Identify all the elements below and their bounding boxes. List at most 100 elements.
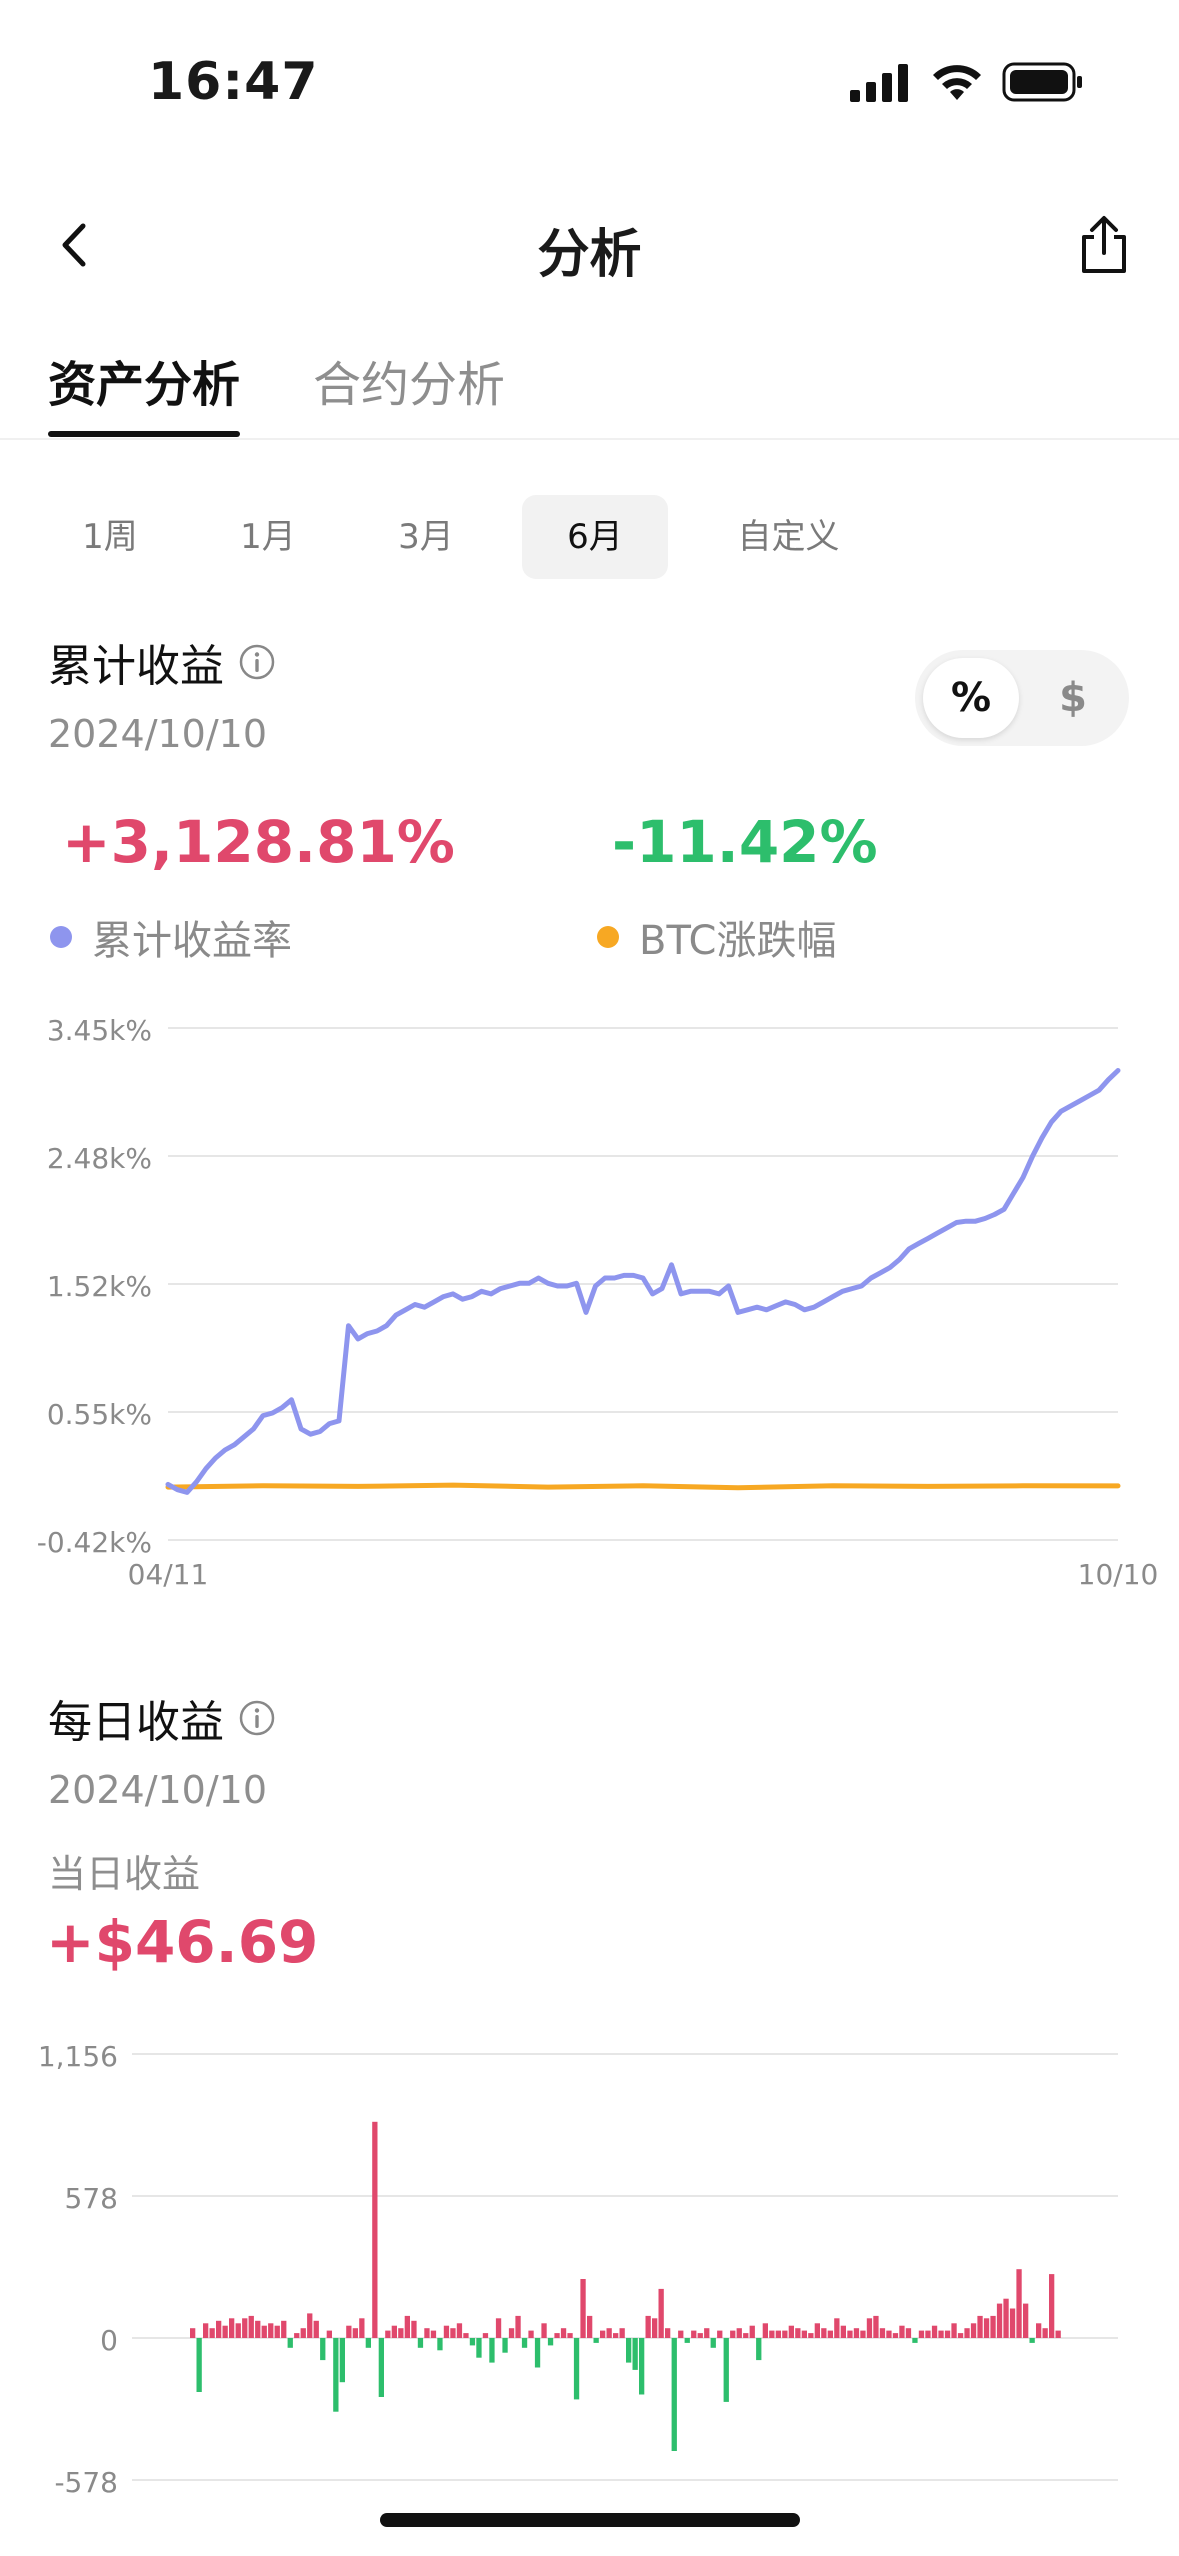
daily-bar xyxy=(691,2330,697,2338)
daily-bar xyxy=(977,2315,983,2338)
daily-bar xyxy=(398,2328,404,2338)
daily-bar xyxy=(593,2338,599,2343)
daily-bar xyxy=(242,2318,248,2338)
daily-bar xyxy=(905,2328,912,2338)
period-1m[interactable]: 1月 xyxy=(240,517,296,557)
analysis-tabs: 资产分析 合约分析 xyxy=(0,335,1179,440)
info-icon[interactable] xyxy=(238,1699,276,1737)
daily-bar xyxy=(339,2338,345,2383)
daily-bar xyxy=(547,2338,554,2346)
daily-bar xyxy=(619,2328,625,2338)
daily-bar xyxy=(346,2325,352,2338)
daily-bar xyxy=(281,2320,287,2338)
y-tick-label: 1,156 xyxy=(38,2040,118,2073)
daily-bar xyxy=(671,2338,677,2451)
daily-bar xyxy=(723,2338,729,2402)
daily-bar xyxy=(658,2288,664,2338)
daily-bar xyxy=(411,2320,417,2338)
daily-bar xyxy=(951,2323,957,2338)
nav-bar: 分析 xyxy=(0,190,1179,300)
daily-bar xyxy=(502,2338,508,2353)
daily-bar xyxy=(613,2333,619,2338)
daily-bar xyxy=(944,2330,951,2338)
cumulative-return-chart[interactable]: 3.45k% 2.48k% 1.52k% 0.55k% -0.42k%04/11 10/1… xyxy=(0,1000,1179,1600)
share-icon xyxy=(1082,216,1126,273)
daily-bar xyxy=(190,2328,196,2338)
legend-dot-btc xyxy=(597,926,619,948)
period-3m[interactable]: 3月 xyxy=(398,517,454,557)
status-icons xyxy=(850,62,1084,106)
daily-bar xyxy=(521,2338,528,2348)
daily-bar xyxy=(372,2121,378,2338)
y-tick-label: 1.52k% xyxy=(47,1270,152,1303)
daily-bar xyxy=(554,2333,560,2338)
period-selector: 1周 1月 3月 6月 自定义 xyxy=(0,495,1179,580)
daily-bar xyxy=(294,2333,300,2338)
daily-bar xyxy=(1055,2330,1061,2338)
daily-bar xyxy=(645,2315,651,2338)
daily-bar xyxy=(489,2338,495,2363)
btc-change-line xyxy=(165,1482,1121,1491)
daily-date: 2024/10/10 xyxy=(48,1768,268,1812)
daily-bar xyxy=(437,2338,443,2351)
daily-bar xyxy=(450,2328,456,2338)
daily-bar xyxy=(1016,2269,1022,2338)
legend-cumulative-return: 累计收益率 xyxy=(50,908,292,966)
daily-bar xyxy=(717,2330,723,2338)
daily-bar xyxy=(528,2330,534,2338)
daily-bar xyxy=(248,2315,254,2338)
daily-bar xyxy=(430,2330,437,2338)
share-button[interactable] xyxy=(1069,208,1139,282)
daily-title-text: 每日收益 xyxy=(48,1697,224,1748)
daily-bar xyxy=(216,2320,222,2338)
daily-bar xyxy=(704,2328,710,2338)
daily-bar xyxy=(587,2315,593,2338)
battery-icon xyxy=(1002,62,1084,106)
daily-bar xyxy=(957,2333,964,2338)
y-tick-label: 2.48k% xyxy=(47,1142,152,1175)
daily-bar xyxy=(652,2318,658,2338)
daily-bar xyxy=(580,2279,586,2338)
daily-bar xyxy=(307,2313,313,2338)
period-1w[interactable]: 1周 xyxy=(82,517,138,557)
daily-return-chart[interactable]: 1,156 578 0 -578 xyxy=(0,2020,1179,2510)
daily-bar xyxy=(697,2333,703,2338)
chevron-left-icon xyxy=(62,223,86,267)
daily-bar xyxy=(365,2338,371,2348)
daily-bar xyxy=(600,2330,606,2338)
y-tick-label: -578 xyxy=(54,2466,118,2499)
daily-bar xyxy=(287,2338,293,2348)
daily-bar xyxy=(476,2338,482,2358)
daily-bar xyxy=(469,2338,476,2346)
daily-bar xyxy=(203,2323,209,2338)
y-tick-label: -0.42k% xyxy=(37,1526,152,1559)
tab-asset-analysis[interactable]: 资产分析 xyxy=(48,357,241,413)
cumulative-title: 累计收益 xyxy=(48,630,276,694)
daily-bar xyxy=(333,2338,339,2412)
tab-contract-analysis[interactable]: 合约分析 xyxy=(313,357,506,413)
wifi-icon xyxy=(930,62,984,106)
daily-bar xyxy=(632,2338,638,2370)
home-indicator xyxy=(380,2513,800,2527)
info-icon[interactable] xyxy=(238,643,276,681)
daily-return-value: +$46.69 xyxy=(46,1908,319,1976)
unit-percent-button[interactable]: % xyxy=(923,658,1019,738)
daily-bar xyxy=(743,2333,749,2338)
period-custom[interactable]: 自定义 xyxy=(737,517,840,557)
daily-bar xyxy=(931,2325,938,2338)
unit-dollar-button[interactable]: $ xyxy=(1059,675,1087,721)
period-6m[interactable]: 6月 xyxy=(522,495,668,579)
daily-bar xyxy=(1042,2328,1048,2338)
legend-dot-return xyxy=(50,926,72,948)
daily-bar xyxy=(821,2328,827,2338)
daily-bar xyxy=(840,2325,846,2338)
legend-btc-change: BTC涨跌幅 xyxy=(597,908,836,966)
daily-bar xyxy=(665,2328,671,2338)
daily-bar xyxy=(808,2333,814,2338)
daily-bar xyxy=(873,2315,879,2338)
daily-bar xyxy=(385,2330,391,2338)
back-button[interactable] xyxy=(44,210,104,280)
daily-bar xyxy=(834,2318,840,2338)
daily-bar xyxy=(639,2338,645,2395)
daily-bar xyxy=(508,2328,515,2338)
